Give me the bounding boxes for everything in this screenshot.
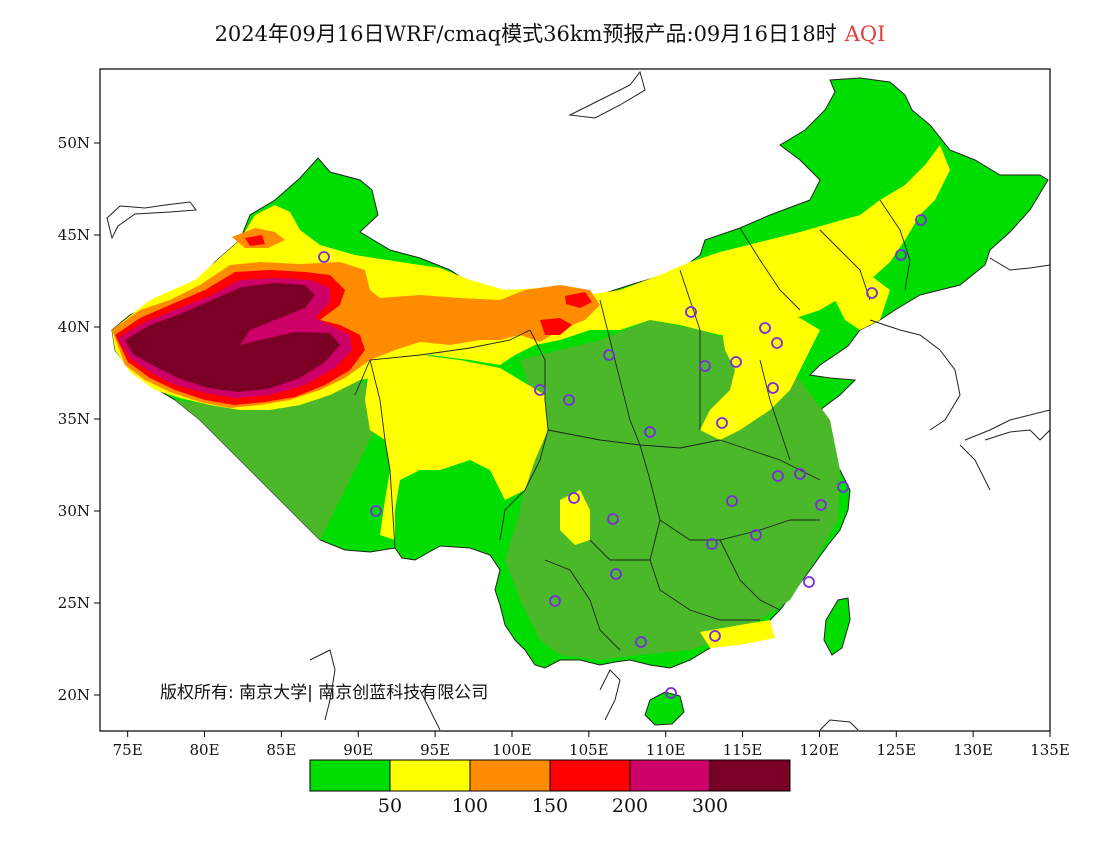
station-marker — [610, 568, 622, 580]
hainan — [644, 691, 685, 726]
y-tick-label: 20N — [58, 686, 90, 704]
station-marker — [607, 513, 619, 525]
x-tick-label: 120E — [800, 741, 840, 759]
y-axis: 50N 45N 40N 35N 30N 25N 20N — [58, 134, 100, 704]
station-marker — [771, 337, 783, 349]
region-aqi-150-200-gansu — [565, 292, 592, 308]
x-tick-label: 130E — [953, 741, 993, 759]
station-marker — [635, 636, 647, 648]
x-tick-label: 105E — [569, 741, 609, 759]
region-aqi-50-100-northeast — [835, 275, 890, 330]
colorbar-label: 100 — [452, 795, 488, 817]
region-aqi-150-200-hexi — [540, 318, 572, 335]
station-marker — [603, 349, 615, 361]
x-tick-label: 80E — [190, 741, 220, 759]
y-tick-label: 40N — [58, 318, 90, 336]
province-boundaries — [354, 199, 911, 651]
station-marker — [750, 529, 762, 541]
station-marker — [709, 630, 721, 642]
station-marker — [772, 470, 784, 482]
x-tick-label: 100E — [492, 741, 532, 759]
taiwan — [823, 597, 851, 656]
map-plot-area: 版权所有: 南京大学| 南京创蓝科技有限公司 — [106, 70, 1050, 731]
title-variable: AQI — [844, 22, 886, 46]
copyright-text: 版权所有: 南京大学| 南京创蓝科技有限公司 — [160, 683, 488, 703]
colorbar-label: 150 — [532, 795, 568, 817]
map-title: 2024年09月16日WRF/cmaq模式36km预报产品:09月16日18时 A… — [0, 18, 1100, 48]
station-marker — [767, 382, 779, 394]
station-marker — [730, 356, 742, 368]
x-axis: 75E 80E 85E 90E 95E 100E 105E 110E 115E 120E 125E 1… — [113, 731, 1070, 759]
y-tick-label: 35N — [58, 410, 90, 428]
station-marker — [915, 214, 927, 226]
region-aqi-50-100-south — [700, 620, 775, 648]
colorbar-segment — [469, 759, 551, 792]
station-marker — [726, 495, 738, 507]
y-tick-label: 45N — [58, 226, 90, 244]
region-aqi-150-200-nw-spot — [245, 235, 265, 246]
station-markers — [318, 214, 927, 699]
station-marker — [759, 322, 771, 334]
station-marker — [370, 505, 382, 517]
x-tick-label: 85E — [266, 741, 296, 759]
station-marker — [534, 384, 546, 396]
station-marker — [699, 360, 711, 372]
station-marker — [837, 481, 849, 493]
station-marker — [665, 687, 677, 699]
station-marker — [803, 576, 815, 588]
colorbar-segment — [549, 759, 631, 792]
colorbar: 50 100 150 200 300 — [309, 759, 791, 817]
x-tick-label: 110E — [646, 741, 686, 759]
x-tick-label: 90E — [343, 741, 373, 759]
colorbar-segment — [309, 759, 391, 792]
station-marker — [685, 306, 697, 318]
colorbar-label: 300 — [692, 795, 728, 817]
station-marker — [794, 468, 806, 480]
station-marker — [563, 394, 575, 406]
colorbar-segment — [709, 759, 791, 792]
y-tick-label: 30N — [58, 502, 90, 520]
colorbar-segment — [629, 759, 711, 792]
x-tick-label: 135E — [1030, 741, 1070, 759]
station-marker — [549, 595, 561, 607]
station-marker — [644, 426, 656, 438]
x-tick-label: 75E — [113, 741, 143, 759]
station-marker — [706, 538, 718, 550]
station-marker — [318, 251, 330, 263]
station-marker — [716, 417, 728, 429]
region-aqi-50-100-north-plain — [700, 310, 820, 440]
x-tick-label: 115E — [723, 741, 763, 759]
neighbor-coastlines — [106, 70, 1050, 731]
map-frame — [99, 68, 1051, 732]
station-marker — [815, 499, 827, 511]
title-main: 2024年09月16日WRF/cmaq模式36km预报产品:09月16日18时 — [214, 22, 837, 46]
y-tick-label: 50N — [58, 134, 90, 152]
station-marker — [895, 249, 907, 261]
station-marker — [568, 492, 580, 504]
colorbar-label: 50 — [378, 795, 402, 817]
region-aqi-under-50-dark — [175, 380, 380, 540]
region-aqi-50-100-plateau — [365, 355, 548, 540]
colorbar-label: 200 — [612, 795, 648, 817]
x-tick-label: 125E — [876, 741, 916, 759]
region-aqi-50-100-sichuan — [560, 490, 590, 545]
x-tick-label: 95E — [420, 741, 450, 759]
station-marker — [866, 287, 878, 299]
colorbar-segment — [389, 759, 471, 792]
y-tick-label: 25N — [58, 594, 90, 612]
region-aqi-over-300 — [125, 283, 340, 392]
